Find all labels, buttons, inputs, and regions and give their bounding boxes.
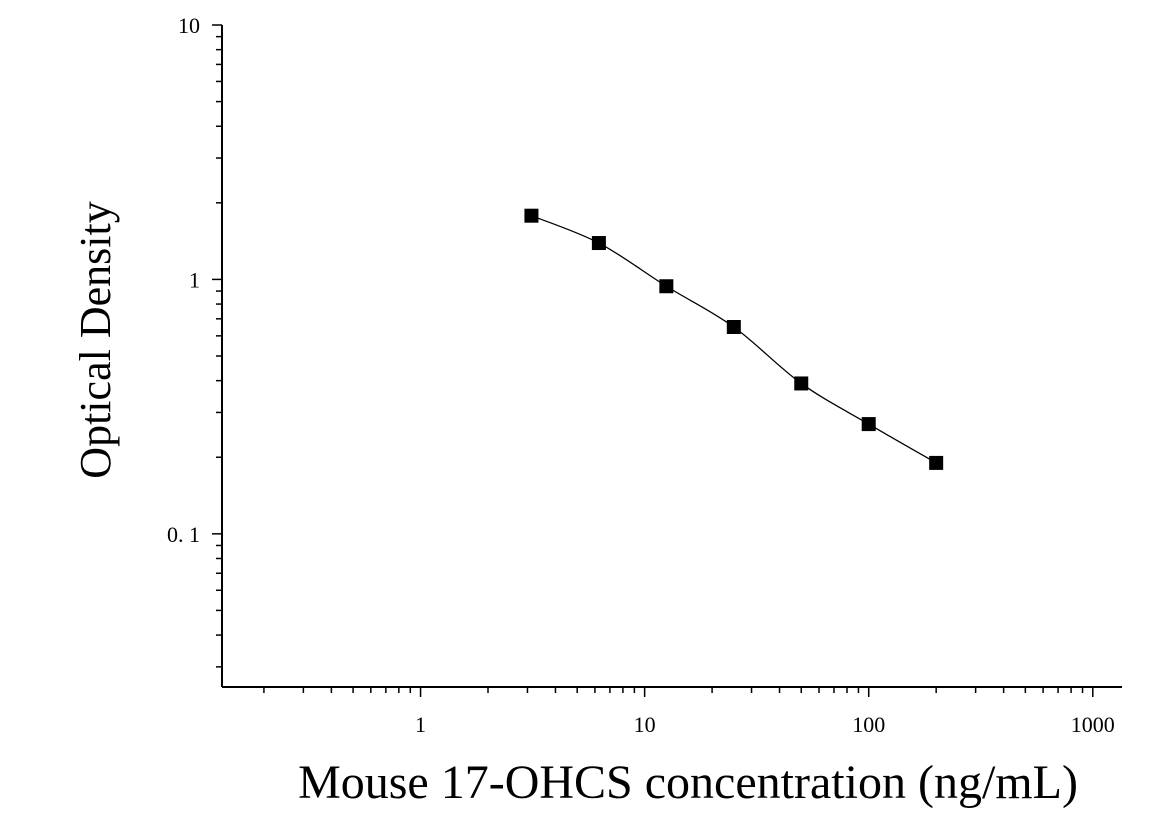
x-tick-label: 1 — [415, 712, 426, 737]
data-points — [524, 208, 944, 470]
data-point — [794, 376, 809, 391]
y-tick-label: 0. 1 — [167, 522, 200, 547]
data-point — [524, 208, 539, 223]
data-point — [591, 236, 606, 251]
axes — [221, 25, 1122, 688]
y-tick-label: 1 — [189, 267, 200, 292]
data-point — [659, 279, 674, 294]
data-point — [929, 455, 944, 470]
data-point — [861, 417, 876, 432]
x-tick-label: 1000 — [1071, 712, 1115, 737]
x-axis-title: Mouse 17-OHCS concentration (ng/mL) — [298, 756, 1078, 809]
y-axis-ticks: 0. 1 1 10 — [167, 13, 222, 668]
x-tick-label: 10 — [634, 712, 656, 737]
x-axis-ticks: 1 10 100 1000 — [263, 687, 1115, 737]
y-tick-label: 10 — [178, 13, 200, 38]
data-point — [726, 320, 741, 335]
x-tick-label: 100 — [852, 712, 885, 737]
y-axis-title: Optical Density — [71, 201, 120, 478]
